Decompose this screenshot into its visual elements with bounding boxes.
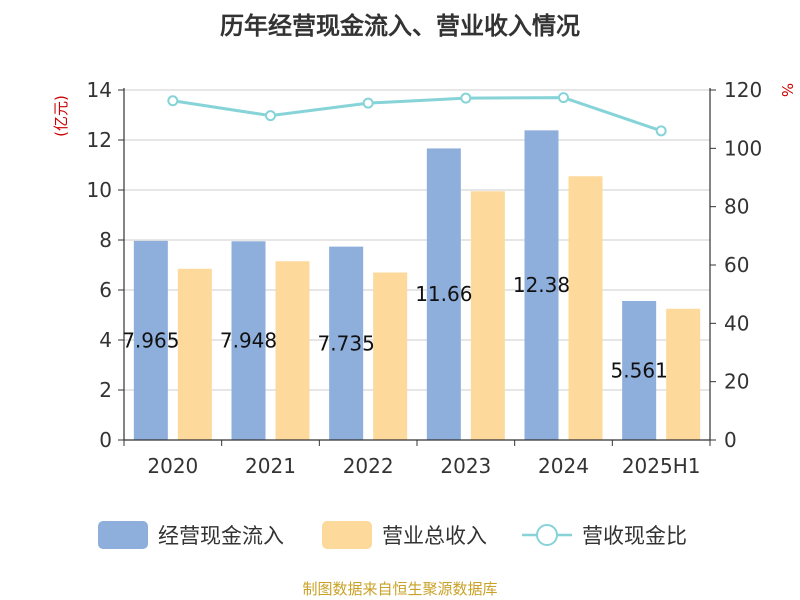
left-axis-tick-label: 0 [99, 428, 112, 452]
right-axis-tick-label: 120 [724, 78, 762, 102]
bar-series-group [133, 130, 701, 441]
legend: 经营现金流入 营业总收入 营收现金比 [98, 521, 687, 549]
revenue-bar [470, 191, 505, 440]
x-axis-tick-label: 2023 [440, 454, 491, 478]
cash-revenue-ratio-point [265, 110, 276, 122]
cash-inflow-data-label: 7.948 [220, 329, 277, 353]
legend-swatch [98, 521, 148, 549]
cash-inflow-data-label: 7.965 [122, 328, 179, 352]
cash-inflow-bar [329, 246, 364, 440]
left-axis-tick-label: 8 [99, 228, 112, 252]
data-labels: 7.965 7.948 7.735 11.66 12.38 5.561 [122, 273, 668, 382]
right-axis-unit: % [778, 83, 796, 97]
right-axis-tick-label: 80 [724, 195, 749, 219]
left-axis-tick-label: 10 [87, 178, 112, 202]
legend-item-ratio: 营收现金比 [522, 524, 687, 548]
axes: 0 2 4 6 8 10 12 14 0 20 40 60 80 100 120 (亿元)% 2020 2021 2… [52, 78, 796, 478]
cash-inflow-bar [426, 148, 461, 441]
revenue-bar [666, 308, 701, 440]
right-axis-tick-label: 0 [724, 428, 737, 452]
right-axis-tick-label: 40 [724, 311, 749, 335]
x-axis-tick-label: 2024 [538, 454, 589, 478]
legend-label: 营业总收入 [382, 524, 487, 548]
x-axis-tick-label: 2021 [245, 454, 296, 478]
left-axis-tick-label: 2 [99, 378, 112, 402]
grid-lines [124, 89, 710, 391]
left-axis-tick-label: 4 [99, 328, 112, 352]
chart-title: 历年经营现金流入、营业收入情况 [220, 12, 580, 40]
cash-inflow-bar [133, 240, 168, 440]
right-axis-tick-label: 60 [724, 253, 749, 277]
revenue-bar [568, 176, 603, 440]
source-note: 制图数据来自恒生聚源数据库 [302, 580, 498, 598]
right-axis-tick-label: 20 [724, 370, 749, 394]
x-axis-tick-label: 2020 [147, 454, 198, 478]
left-axis-tick-label: 12 [87, 128, 112, 152]
revenue-bar [177, 268, 212, 440]
revenue-bar [373, 272, 408, 440]
left-axis-tick-label: 14 [87, 78, 112, 102]
left-axis-tick-label: 6 [99, 278, 112, 302]
legend-item-revenue: 营业总收入 [322, 521, 487, 549]
left-axis-unit: (亿元) [52, 95, 70, 137]
legend-label: 经营现金流入 [158, 524, 284, 548]
x-axis-tick-label: 2025H1 [622, 454, 701, 478]
x-axis-tick-label: 2022 [343, 454, 394, 478]
cash-inflow-data-label: 11.66 [415, 282, 472, 306]
legend-swatch-marker [536, 524, 558, 546]
line-series-group [167, 92, 667, 137]
legend-item-cash-inflow: 经营现金流入 [98, 521, 284, 549]
cash-revenue-ratio-point [655, 125, 667, 137]
cash-inflow-data-label: 7.735 [318, 331, 375, 355]
legend-label: 营收现金比 [582, 524, 687, 548]
cash-revenue-ratio-line [172, 96, 662, 133]
cash-inflow-bar [231, 241, 266, 440]
cash-revenue-ratio-point [558, 92, 569, 104]
right-axis-tick-label: 100 [724, 136, 762, 160]
cash-inflow-data-label: 5.561 [611, 358, 668, 382]
legend-swatch [322, 521, 372, 549]
revenue-bar [275, 261, 310, 440]
cash-inflow-data-label: 12.38 [513, 273, 570, 297]
cash-revenue-ratio-point [167, 95, 179, 107]
cash-revenue-ratio-point [460, 92, 472, 104]
cash-inflow-bar [622, 300, 657, 440]
cash-revenue-ratio-point [362, 97, 374, 109]
cash-inflow-bar [524, 130, 559, 440]
